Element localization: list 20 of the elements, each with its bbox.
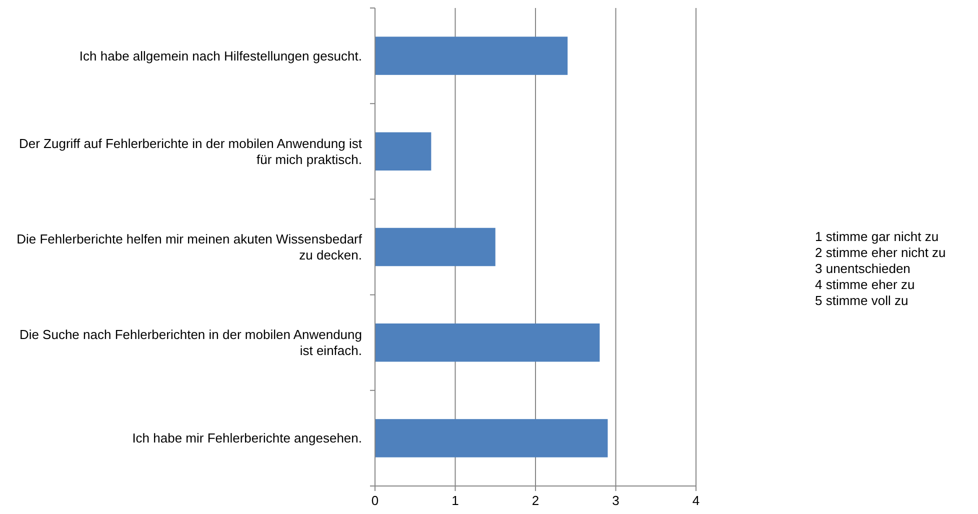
y-tick-label: Ich habe mir Fehlerberichte angesehen. — [132, 430, 362, 446]
x-tick-label: 3 — [612, 493, 620, 508]
bar — [375, 228, 496, 266]
text: 3 unentschieden — [815, 261, 910, 276]
x-tick-label: 4 — [692, 493, 700, 508]
x-tick-label: 1 — [452, 493, 459, 508]
y-tick-label: Ich habe allgemein nach Hilfestellungen gesucht. — [79, 48, 362, 64]
y-tick-label: Der Zugriff auf Fehlerberichte in der mobilen Anwendung ist für mich praktisch. — [18, 136, 362, 167]
x-tick-label: 0 — [371, 493, 379, 508]
text: 2 stimme eher nicht zu — [815, 245, 946, 260]
text: 1 stimme gar nicht zu — [815, 229, 939, 244]
text: 4 stimme eher zu — [815, 277, 915, 292]
bar — [375, 36, 568, 75]
x-tick-label: 2 — [532, 493, 540, 508]
bar — [375, 132, 432, 171]
bar — [375, 323, 600, 362]
y-tick-label: Die Fehlerberichte helfen mir meinen akuten Wissensbedarf zu decken. — [16, 232, 362, 262]
bar — [375, 419, 608, 458]
text: 5 stimme voll zu — [815, 293, 908, 308]
y-tick-label: Die Suche nach Fehlerberichten in der mobilen Anwendung ist einfach. — [19, 327, 362, 358]
